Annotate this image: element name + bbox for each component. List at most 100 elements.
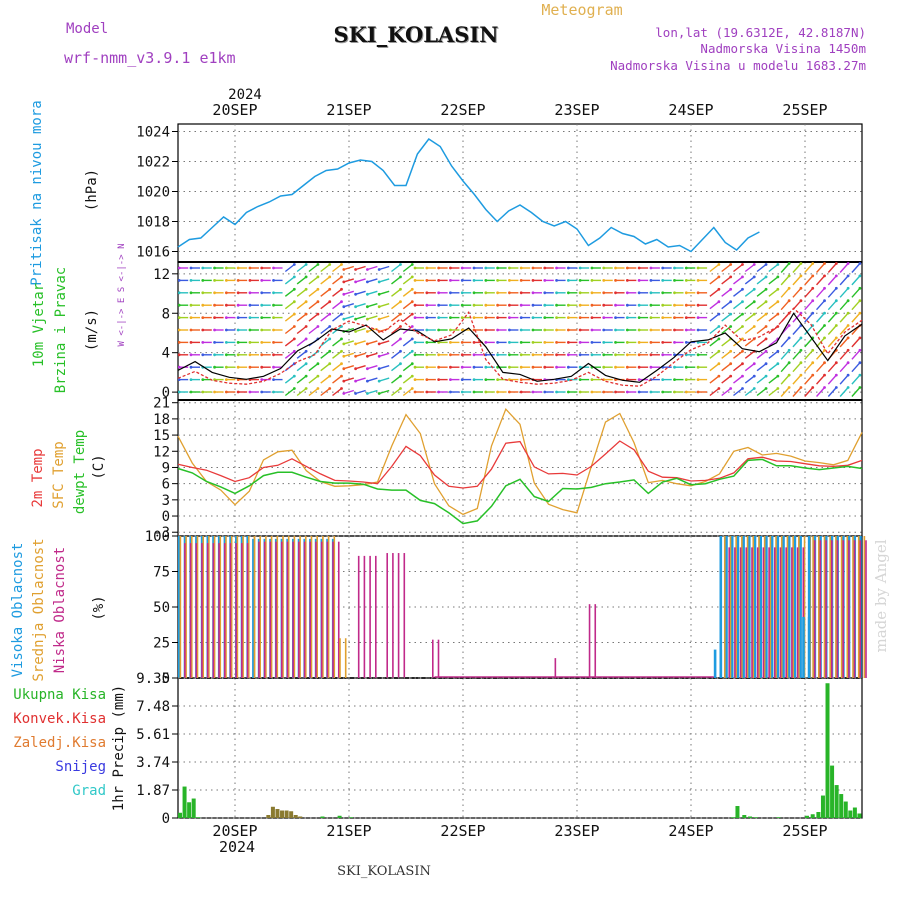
y-tick-label: 7.48	[136, 699, 170, 715]
wind-arrow	[827, 287, 837, 298]
wind-arrow-head	[328, 287, 332, 291]
precip-bar	[275, 809, 280, 818]
wind-arrow	[320, 350, 331, 359]
y-tick-label: 12	[153, 267, 170, 283]
wind-arrow-head	[649, 279, 653, 282]
precip-ticks: 0 1.87 3.74 5.61 7.48 9.35	[136, 671, 862, 827]
wind-arrow	[284, 387, 295, 397]
cloud-bar-low	[184, 543, 186, 678]
wind-arrow-head	[316, 387, 320, 390]
precip-bar	[839, 794, 844, 818]
pressure-line	[177, 137, 760, 253]
wind-arrow-head	[236, 390, 240, 394]
cloud-bar-low	[263, 541, 266, 678]
wind-arrow	[733, 263, 743, 273]
y-tick-label: -3	[153, 525, 170, 541]
wind-arrow-head	[340, 275, 343, 279]
wind-arrow-head	[811, 286, 815, 290]
wind-arrow-head	[625, 291, 629, 295]
wind-arrow-head	[437, 303, 441, 307]
wind-arrow	[308, 375, 319, 384]
wind-arrow-head	[425, 378, 429, 381]
wind-arrow	[355, 352, 366, 357]
wind-arrow-head	[637, 266, 641, 270]
wind-arrow-head	[178, 341, 181, 344]
wind-arrow-head	[696, 316, 700, 319]
cloud-bar-low	[292, 541, 294, 678]
wind-arrow	[756, 325, 767, 335]
cloud-bar-low	[363, 555, 366, 678]
wind-arrow-head	[811, 299, 815, 303]
wind-arrow-head	[484, 341, 488, 344]
wind-arrow-head	[625, 353, 629, 357]
wind-arrow	[780, 362, 790, 373]
wind-arrow	[355, 265, 366, 271]
wind-arrow-head	[729, 312, 733, 316]
wind-arrow-head	[342, 392, 346, 395]
wind-arrow-head	[472, 353, 476, 357]
wind-arrow	[391, 338, 401, 347]
wind-arrow	[332, 313, 342, 322]
wind-arrow-head	[834, 286, 838, 290]
y-tick-label: 21	[153, 396, 170, 412]
wind-arrow-head	[717, 275, 721, 279]
cloud-bar-low	[768, 547, 770, 678]
wind-arrow	[391, 313, 401, 322]
wind-arrow-head	[661, 378, 665, 381]
wind-arrow	[851, 312, 861, 323]
wind-arrow-head	[673, 303, 676, 307]
wind-arrow-head	[508, 266, 511, 270]
wind-arrow-head	[213, 353, 216, 357]
wind-arrow	[355, 365, 366, 370]
cloud-bar-low	[189, 543, 192, 678]
wind-arrow	[308, 288, 319, 297]
wind-arrow	[851, 337, 861, 348]
wind-arrow-head	[224, 291, 228, 295]
wind-arrow	[804, 337, 814, 348]
wind-arrow-head	[661, 266, 665, 270]
wind-arrow-head	[248, 316, 252, 319]
wind-arrow-head	[437, 291, 441, 295]
wind-arrow	[744, 338, 755, 347]
wind-arrow-head	[342, 268, 346, 271]
wind-arrow-head	[328, 387, 332, 390]
wind-arrow-head	[811, 262, 815, 265]
wind-arrow-head	[834, 336, 838, 340]
wind-arrow-head	[437, 365, 441, 369]
wind-arrow	[768, 363, 779, 372]
cloud-bar-low	[392, 553, 394, 678]
precip-bar	[349, 817, 353, 818]
wind-arrow	[721, 363, 732, 372]
wind-arrow-head	[354, 342, 357, 346]
wind-arrow	[391, 276, 401, 285]
wind-arrow-head	[292, 263, 296, 266]
wind-arrow-head	[858, 336, 862, 340]
y-tick-label: 0	[162, 671, 170, 687]
wind-arrow-head	[729, 387, 733, 390]
wind-arrow-head	[519, 291, 523, 295]
y-tick-label: 0	[162, 385, 170, 401]
wind-arrow-head	[449, 266, 452, 270]
cloud-bar-mid	[196, 536, 199, 678]
wind-arrow-head	[566, 365, 570, 369]
wind-arrow	[284, 263, 295, 273]
cloud-bar-mid	[230, 536, 233, 678]
wind-arrow-head	[811, 361, 815, 365]
wind-arrow-head	[614, 279, 617, 282]
precip-bar	[742, 815, 747, 818]
cloud-bar-low	[357, 555, 360, 678]
wind-arrow	[851, 387, 861, 397]
cloud-bar-low	[594, 604, 597, 678]
wind-arrow	[343, 352, 355, 357]
wind-arrow-head	[717, 362, 721, 366]
wind-arrow-head	[649, 291, 653, 295]
wind-arrow-head	[776, 349, 780, 353]
wind-arrow-head	[224, 390, 228, 394]
cloud-bar-low	[320, 541, 323, 678]
wind-arrow-head	[365, 305, 369, 309]
wind-arrow-head	[543, 303, 547, 307]
wind-arrow-head	[354, 280, 357, 284]
cloud-bar-mid	[327, 536, 330, 678]
y-tick-label: 4	[162, 346, 170, 362]
wind-arrow-head	[684, 303, 688, 307]
